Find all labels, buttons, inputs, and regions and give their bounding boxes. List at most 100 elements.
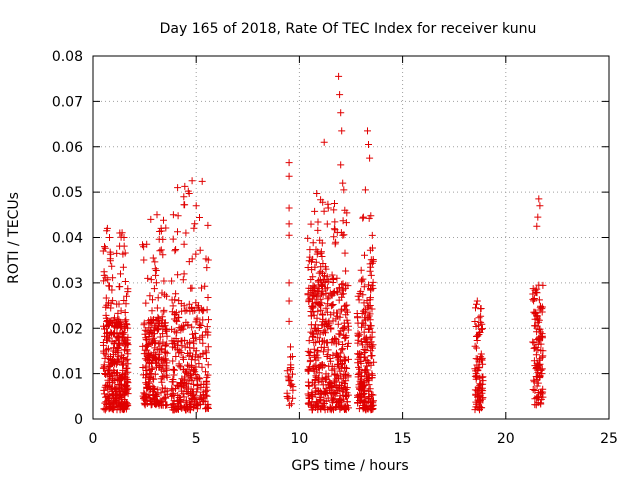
data-point [160, 308, 168, 316]
data-point [142, 374, 150, 382]
data-point [100, 386, 108, 394]
data-point [198, 394, 206, 402]
data-point [204, 221, 212, 229]
data-point [356, 350, 364, 358]
data-point [354, 319, 362, 327]
data-point [358, 278, 366, 286]
data-point [310, 345, 318, 353]
data-point [193, 382, 201, 390]
data-point [107, 360, 115, 368]
data-point [304, 347, 312, 355]
data-point [478, 356, 486, 364]
data-point [367, 256, 375, 264]
data-point [354, 336, 362, 344]
data-point [101, 370, 109, 377]
data-point [320, 138, 328, 146]
data-point [331, 200, 338, 207]
data-point [118, 358, 126, 366]
data-point [107, 250, 115, 258]
data-point [169, 211, 177, 219]
data-point [305, 367, 313, 375]
data-point [140, 321, 148, 329]
data-point [169, 365, 177, 373]
data-point [310, 324, 318, 332]
data-point [155, 235, 163, 243]
data-point [477, 305, 485, 313]
data-point [192, 202, 200, 210]
data-point [124, 360, 132, 368]
data-point [535, 296, 543, 304]
data-point [192, 347, 200, 355]
data-point [369, 391, 377, 399]
data-point [156, 340, 164, 348]
data-point [335, 353, 343, 360]
data-point [310, 381, 318, 389]
data-point [305, 352, 313, 359]
data-point [285, 204, 293, 212]
data-point [362, 366, 369, 374]
data-point [103, 224, 111, 232]
data-point [172, 290, 180, 298]
data-point [143, 371, 151, 379]
data-point [321, 327, 329, 335]
data-point [191, 220, 199, 228]
data-point [181, 375, 189, 383]
data-point [320, 207, 328, 215]
data-point [203, 386, 211, 394]
data-point [149, 254, 157, 262]
data-point [324, 204, 332, 212]
data-point [366, 310, 374, 318]
data-point [308, 389, 316, 397]
data-point [180, 365, 188, 373]
data-point [304, 291, 312, 299]
data-point [340, 370, 348, 378]
data-point [285, 159, 293, 167]
data-point [188, 364, 196, 372]
data-point [319, 321, 327, 329]
x-tick-label: 20 [497, 431, 515, 447]
data-point [530, 295, 538, 302]
data-point [342, 219, 350, 227]
data-point [119, 263, 127, 271]
data-point [324, 351, 332, 359]
data-point [344, 373, 352, 381]
data-point [336, 403, 344, 411]
data-point [360, 307, 367, 315]
data-point [536, 373, 544, 380]
data-point [535, 281, 543, 289]
data-point [163, 292, 171, 300]
data-point [105, 282, 113, 290]
data-point [195, 306, 203, 314]
chart-title: Day 165 of 2018, Rate Of TEC Index for r… [160, 21, 537, 37]
data-point [161, 322, 169, 330]
data-point [361, 251, 368, 259]
data-point [535, 195, 543, 203]
data-point [152, 322, 160, 330]
data-point [113, 324, 121, 332]
data-point [474, 367, 482, 375]
data-point [111, 329, 119, 337]
data-point [533, 222, 541, 230]
data-point [162, 364, 170, 372]
data-point [287, 400, 295, 408]
data-point [199, 398, 207, 405]
data-point [168, 392, 176, 400]
data-point [476, 406, 483, 414]
data-point [156, 247, 164, 255]
data-point [330, 276, 337, 283]
data-point [316, 276, 324, 284]
data-point [117, 391, 125, 399]
data-point [189, 388, 197, 396]
data-point [285, 279, 293, 287]
data-point [536, 325, 544, 333]
data-point [307, 328, 315, 336]
data-point [190, 224, 198, 232]
data-point [314, 354, 322, 362]
data-point [321, 272, 328, 280]
data-point [174, 314, 182, 322]
data-point [174, 392, 182, 399]
data-point [100, 268, 108, 276]
data-point [163, 387, 171, 395]
data-point [151, 330, 158, 338]
data-point [117, 307, 125, 315]
